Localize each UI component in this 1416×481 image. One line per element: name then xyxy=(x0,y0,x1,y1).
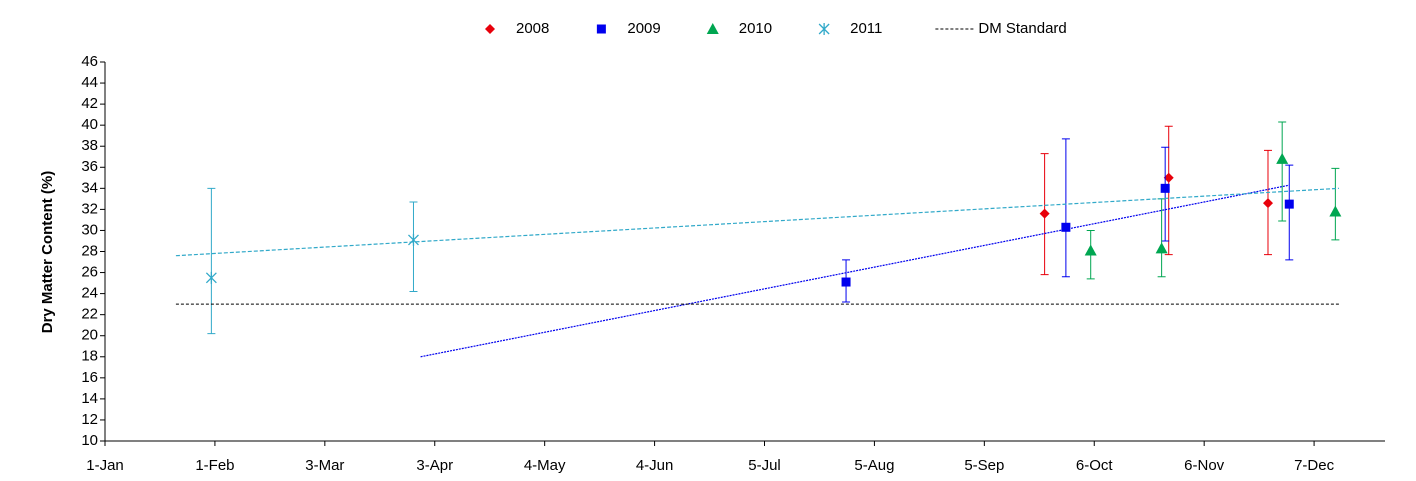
y-tick-label: 10 xyxy=(81,432,98,449)
x-tick-label: 3-Apr xyxy=(416,457,453,474)
legend-label: 2010 xyxy=(739,20,772,37)
error-bar xyxy=(1278,121,1287,222)
x-tick-label: 6-Oct xyxy=(1076,457,1114,474)
legend-label: 2008 xyxy=(516,20,549,37)
y-tick-label: 14 xyxy=(81,390,98,407)
y-axis-label: Dry Matter Content (%) xyxy=(39,171,56,334)
legend-marker xyxy=(485,24,495,34)
point xyxy=(1284,199,1294,209)
x-tick-label: 4-Jun xyxy=(636,457,674,474)
trend-line xyxy=(175,187,1339,257)
legend-marker xyxy=(706,23,719,34)
y-tick-label: 42 xyxy=(81,95,98,112)
y-tick-label: 46 xyxy=(81,53,98,70)
x-tick-label: 6-Nov xyxy=(1184,457,1225,474)
error-bar xyxy=(1331,167,1340,241)
point xyxy=(1163,172,1174,183)
x-tick-label: 5-Sep xyxy=(964,457,1004,474)
legend-marker xyxy=(596,24,606,34)
point xyxy=(1262,198,1273,209)
error-bar xyxy=(1285,164,1294,261)
x-tick-label: 3-Mar xyxy=(305,457,344,474)
x-tick-label: 1-Jan xyxy=(86,457,124,474)
point xyxy=(1155,242,1168,254)
error-bar xyxy=(1161,146,1170,242)
x-tick-label: 5-Aug xyxy=(854,457,894,474)
x-tick-label: 7-Dec xyxy=(1294,457,1335,474)
y-tick-label: 28 xyxy=(81,242,98,259)
y-tick-label: 32 xyxy=(81,200,98,217)
point xyxy=(1084,244,1097,256)
trend-line xyxy=(420,184,1290,358)
y-tick-label: 16 xyxy=(81,369,98,386)
point xyxy=(1061,222,1071,232)
x-tick-label: 5-Jul xyxy=(748,457,781,474)
error-bar xyxy=(1157,198,1166,278)
y-tick-label: 38 xyxy=(81,137,98,154)
y-tick-label: 36 xyxy=(81,158,98,175)
y-tick-label: 18 xyxy=(81,348,98,365)
y-tick-label: 26 xyxy=(81,264,98,281)
legend-label: 2009 xyxy=(627,20,660,37)
x-tick-label: 1-Feb xyxy=(195,457,234,474)
point xyxy=(841,277,851,287)
y-tick-label: 22 xyxy=(81,306,98,323)
error-bar xyxy=(409,201,418,293)
error-bar xyxy=(1061,138,1070,278)
y-tick-label: 44 xyxy=(81,74,98,91)
point xyxy=(1039,208,1050,219)
legend-marker xyxy=(818,23,830,35)
point xyxy=(1160,183,1170,193)
y-tick-label: 12 xyxy=(81,411,98,428)
y-tick-label: 24 xyxy=(81,285,98,302)
x-tick-label: 4-May xyxy=(524,457,566,474)
y-tick-label: 40 xyxy=(81,116,98,133)
y-tick-label: 34 xyxy=(81,179,98,196)
legend-label: 2011 xyxy=(850,20,882,37)
y-tick-label: 30 xyxy=(81,221,98,238)
legend-label: DM Standard xyxy=(978,20,1066,37)
point xyxy=(1276,152,1289,164)
error-bar xyxy=(207,187,216,335)
point xyxy=(408,233,419,246)
point xyxy=(1329,205,1342,217)
y-tick-label: 20 xyxy=(81,327,98,344)
point xyxy=(205,271,217,284)
